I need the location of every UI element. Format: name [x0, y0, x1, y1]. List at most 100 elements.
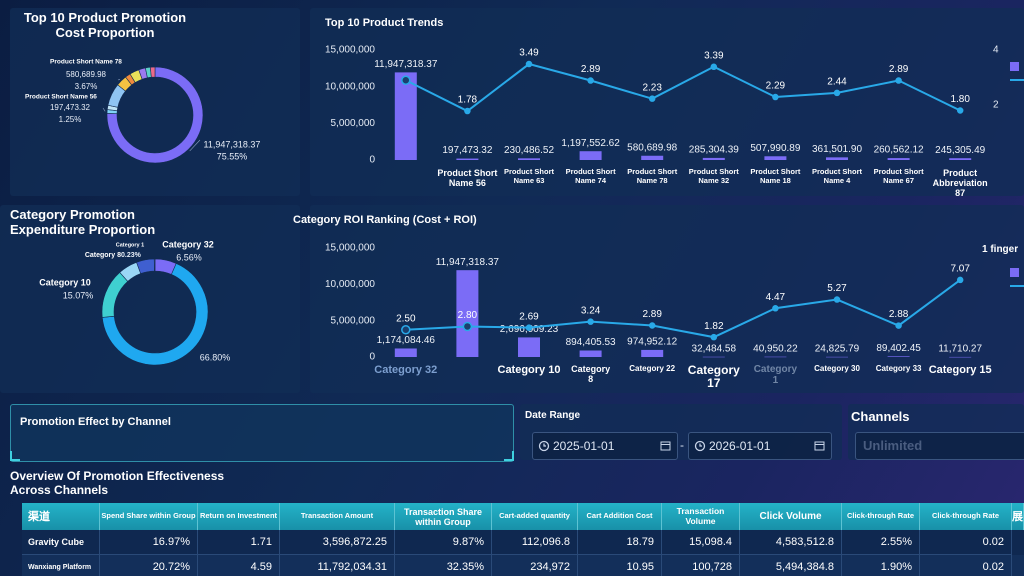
x-tick-label: Category 33 — [875, 364, 922, 373]
y-tick-label: 15,000,000 — [325, 243, 375, 254]
date-input[interactable]: 2025-01-01 — [532, 432, 678, 460]
legend-swatch — [1010, 268, 1019, 277]
y-tick-label: 15,000,000 — [325, 45, 375, 56]
line-label: 7.07 — [950, 264, 970, 275]
line-point — [833, 296, 841, 303]
line-label: 1.82 — [704, 321, 724, 332]
x-tick-label: Category 10 — [497, 364, 561, 376]
slice-amount: 11,947,318.37 — [204, 139, 261, 149]
panel — [10, 8, 300, 196]
bar — [826, 356, 848, 358]
header-cell: Transaction Share within Group — [395, 503, 492, 530]
bar-label: 580,689.98 — [627, 142, 677, 153]
line-label: 2.89 — [581, 64, 601, 75]
table-cell: 3,596,872.25 — [280, 530, 395, 555]
panel-title: Top 10 Product Promotion Cost Proportion — [23, 10, 187, 40]
line-point — [587, 318, 594, 325]
slice-amount: 197,473.32 — [50, 103, 91, 112]
header-cell: Transaction Amount — [280, 503, 395, 530]
filter-label: Date Range — [525, 410, 581, 421]
bar-label: 260,562.12 — [874, 145, 924, 156]
line-label: 2.80 — [458, 310, 478, 321]
y-tick-label: 5,000,000 — [331, 315, 376, 326]
table-cell: 4.59 — [198, 555, 280, 576]
table-cell: 9.87% — [395, 530, 492, 555]
x-tick-label: Category 1 — [753, 364, 798, 386]
donut-slice — [153, 258, 156, 272]
y-tick-label: 0 — [369, 352, 375, 363]
line-point — [895, 322, 902, 329]
corner — [504, 451, 514, 461]
table-cell: 16.97% — [100, 530, 198, 555]
y-tick-label: 10,000,000 — [325, 81, 375, 92]
bar-label: 245,305.49 — [935, 145, 985, 156]
x-tick-label: Category 15 — [928, 364, 992, 376]
bar-label: 24,825.79 — [815, 343, 860, 354]
legend-swatch — [1010, 62, 1019, 71]
table-cell: 32.35% — [395, 555, 492, 576]
date-text: 2026-01-01 — [709, 439, 771, 453]
line-label: 2.23 — [642, 82, 662, 93]
bar — [518, 337, 540, 357]
panel — [310, 205, 1024, 393]
x-tick-label: Product Short Name 32 — [688, 167, 739, 185]
slice-percent: 0.23% — [121, 252, 142, 259]
line-point — [587, 77, 594, 84]
bar-label: 230,486.52 — [504, 145, 554, 156]
line-point — [648, 95, 656, 102]
table-row: Wanxiang Platform 20.72% 4.59 11,792,034.31… — [22, 555, 1024, 576]
slice-name: Category 1 — [116, 242, 144, 248]
y2-tick-label: 4 — [993, 45, 999, 56]
table-cell: 234,972 — [492, 555, 578, 576]
line-point — [464, 107, 471, 115]
bar-label: 361,501.90 — [812, 144, 862, 155]
bar — [887, 356, 910, 357]
line-point — [956, 276, 964, 284]
line-label: 2.50 — [396, 313, 416, 324]
legend-title: 1 finger — [982, 244, 1019, 255]
calendar-icon — [660, 441, 671, 451]
y-tick-label: 0 — [369, 155, 375, 166]
bar-label: 40,950.22 — [753, 343, 798, 354]
slice-percent: 15.07% — [63, 290, 94, 300]
bar — [702, 356, 725, 358]
bar — [764, 356, 787, 358]
bar-label: 285,304.39 — [689, 145, 739, 156]
line — [405, 279, 961, 339]
line-label: 1.78 — [458, 95, 478, 106]
leader-line — [189, 139, 201, 152]
header-cell: 渠道 — [22, 503, 100, 530]
table-header: 渠道 Spend Share within Group Return on Inve… — [22, 503, 1024, 530]
line-point — [401, 75, 411, 85]
line-label: 5.27 — [827, 283, 847, 294]
bar-label: 89,402.45 — [876, 343, 921, 354]
bar — [641, 155, 664, 160]
table-title: Overview Of Promotion Effectiveness Acro… — [10, 469, 225, 497]
bar — [887, 158, 910, 160]
bar-label: 894,405.53 — [566, 337, 616, 348]
bar — [949, 158, 972, 160]
line-point — [525, 60, 533, 68]
x-tick-label: Product Short Name 4 — [812, 167, 862, 185]
slice-percent: 3.67% — [75, 82, 98, 91]
line-point — [710, 333, 718, 341]
x-tick-label: Product Short Name 56 — [437, 168, 498, 188]
table-cell: 11,792,034.31 — [280, 555, 395, 576]
y2-tick-label: 2 — [993, 100, 999, 111]
table-cell: 0.02 — [920, 530, 1012, 555]
line-label: 3.39 — [704, 50, 724, 61]
slice-name: Product Short Name 78 — [50, 59, 122, 66]
line-label: 2.44 — [827, 77, 847, 88]
x-tick-label: Category 17 — [687, 363, 740, 390]
separator: - — [680, 438, 684, 452]
channel-select[interactable]: Unlimited — [855, 432, 1024, 460]
date-input[interactable]: 2026-01-01 — [688, 432, 832, 460]
table-cell: Wanxiang Platform — [22, 555, 100, 576]
table-cell: 112,096.8 — [492, 530, 578, 555]
x-tick-label: Product Short Name 74 — [565, 167, 616, 185]
clock-icon — [538, 440, 550, 452]
line-label: 3.49 — [519, 48, 539, 59]
line-point — [772, 93, 779, 101]
line — [405, 62, 961, 113]
x-tick-label: Category 32 — [374, 364, 438, 376]
